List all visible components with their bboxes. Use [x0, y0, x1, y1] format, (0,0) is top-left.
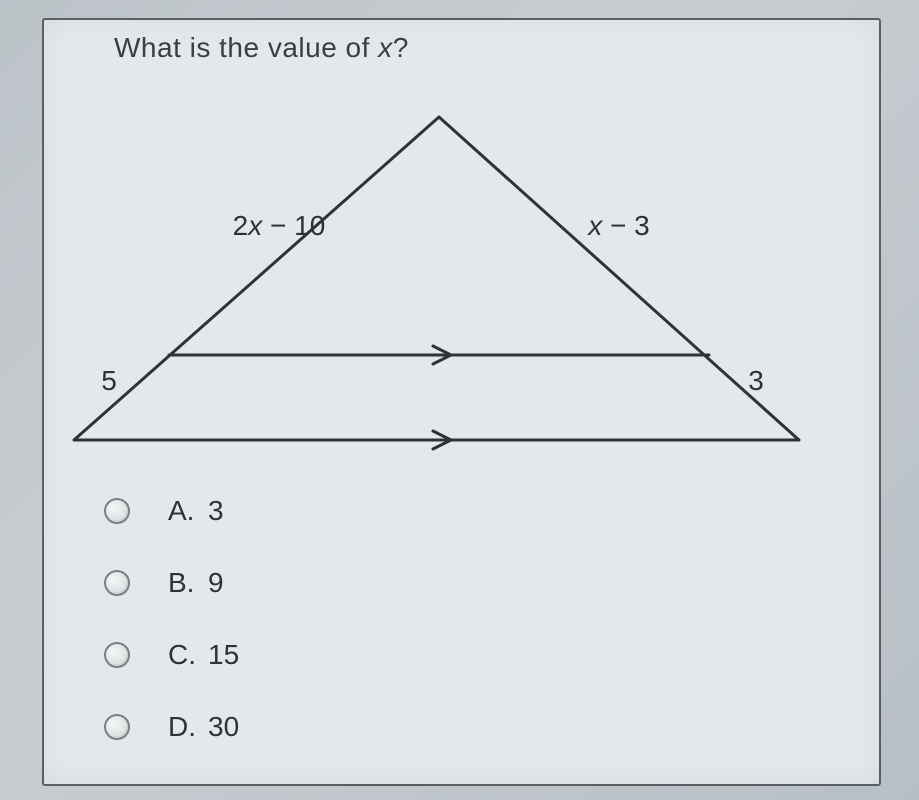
question-prefix: What is the value of [114, 32, 378, 63]
option-a[interactable]: A. 3 [104, 475, 239, 547]
question-text: What is the value of x? [114, 32, 409, 64]
label-bottom-right: 3 [748, 365, 764, 396]
option-value: 15 [208, 639, 239, 671]
option-value: 9 [208, 567, 224, 599]
page: What is the value of x? 2x − 10 [0, 0, 919, 800]
outer-triangle [74, 117, 799, 440]
radio-icon[interactable] [104, 714, 130, 740]
question-suffix: ? [393, 32, 409, 63]
question-panel: What is the value of x? 2x − 10 [42, 18, 881, 786]
option-letter: A. [168, 495, 208, 527]
option-d[interactable]: D. 30 [104, 691, 239, 763]
radio-icon[interactable] [104, 498, 130, 524]
label-top-left: 2x − 10 [233, 210, 326, 241]
option-letter: C. [168, 639, 208, 671]
label-bottom-left: 5 [101, 365, 117, 396]
triangle-diagram: 2x − 10 x − 3 5 3 [44, 95, 879, 465]
option-value: 3 [208, 495, 224, 527]
option-c[interactable]: C. 15 [104, 619, 239, 691]
option-letter: D. [168, 711, 208, 743]
label-top-right: x − 3 [586, 210, 649, 241]
answer-options: A. 3 B. 9 C. 15 D. 30 [104, 475, 239, 763]
option-letter: B. [168, 567, 208, 599]
question-variable: x [378, 32, 393, 63]
option-value: 30 [208, 711, 239, 743]
radio-icon[interactable] [104, 642, 130, 668]
option-b[interactable]: B. 9 [104, 547, 239, 619]
radio-icon[interactable] [104, 570, 130, 596]
